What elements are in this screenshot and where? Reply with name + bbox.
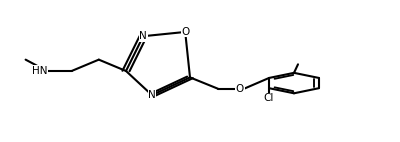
Text: HN: HN (32, 66, 48, 76)
Text: N: N (148, 90, 156, 100)
Text: Cl: Cl (264, 93, 274, 103)
Text: N: N (139, 31, 147, 41)
Text: O: O (181, 27, 189, 37)
Text: O: O (236, 84, 244, 94)
